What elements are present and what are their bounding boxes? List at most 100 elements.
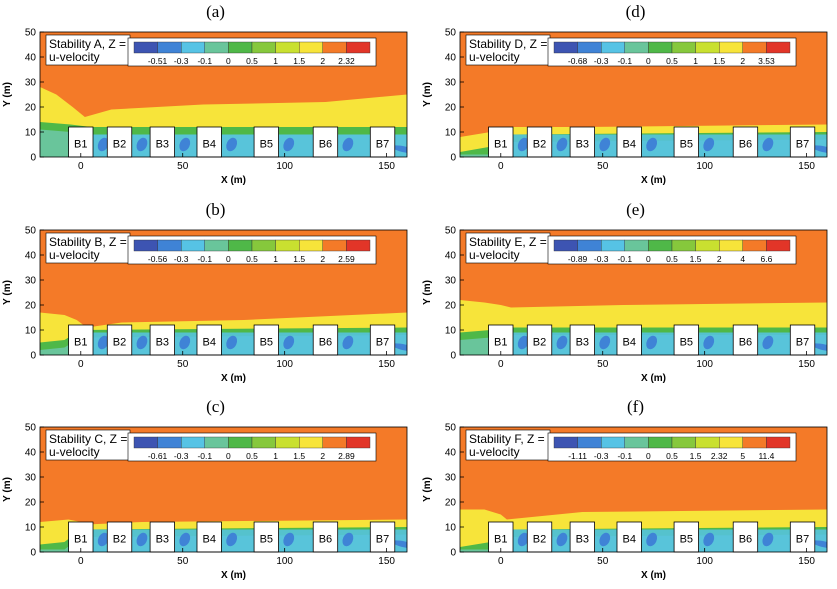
building-b4 bbox=[196, 126, 222, 158]
colorbar-swatch bbox=[251, 239, 276, 252]
recirculation-blob bbox=[97, 335, 109, 350]
recirculation-blob bbox=[391, 145, 407, 154]
x-tick-label: 100 bbox=[696, 161, 713, 172]
building-label: B2 bbox=[113, 533, 126, 545]
building-label: B6 bbox=[319, 138, 332, 150]
building-b6 bbox=[732, 324, 759, 356]
building-label: B7 bbox=[796, 533, 809, 545]
colorbar-swatch bbox=[204, 41, 229, 54]
variable-label: u-velocity bbox=[469, 248, 520, 262]
building-label: B3 bbox=[156, 138, 169, 150]
y-tick-label: 10 bbox=[25, 128, 37, 139]
colorbar-swatch bbox=[671, 41, 696, 54]
colorbar-swatch bbox=[600, 239, 625, 252]
x-tick-label: 100 bbox=[696, 556, 713, 567]
recirculation-blob bbox=[391, 540, 407, 549]
y-tick-label: 10 bbox=[25, 523, 37, 534]
building-label: B2 bbox=[113, 138, 126, 150]
building-b4 bbox=[616, 521, 642, 553]
building-b5 bbox=[673, 126, 699, 158]
building-b4 bbox=[616, 126, 642, 158]
colorbar-swatch bbox=[180, 436, 205, 449]
colorbar-label: 1.5 bbox=[293, 254, 305, 264]
colorbar-label: 0 bbox=[646, 56, 651, 66]
building-b5 bbox=[673, 521, 699, 553]
y-tick-label: 40 bbox=[25, 448, 37, 459]
variable-label: u-velocity bbox=[49, 50, 100, 64]
building-label: B1 bbox=[494, 138, 507, 150]
building-label: B3 bbox=[576, 533, 589, 545]
chart-title: Stability E, Z = 0 bbox=[469, 235, 557, 249]
colorbar-label: 6.6 bbox=[760, 254, 772, 264]
panel-c: (c) B1 B2 B3 B4 B5 B6 B7 0 10 20 30 40 50 0 50 100 150 X (… bbox=[0, 395, 418, 589]
x-tick-label: 0 bbox=[78, 556, 84, 567]
building-label: B4 bbox=[202, 138, 215, 150]
building-label: B5 bbox=[680, 138, 693, 150]
y-tick-label: 30 bbox=[25, 78, 37, 89]
colorbar-label: -0.3 bbox=[174, 451, 189, 461]
plot-frame bbox=[39, 31, 408, 158]
building-label: B3 bbox=[156, 336, 169, 348]
colorbar-swatch bbox=[742, 239, 767, 252]
colorbar-label: -0.61 bbox=[148, 451, 168, 461]
colorbar-label: -0.1 bbox=[197, 56, 212, 66]
colorbar-swatch bbox=[553, 239, 578, 252]
colorbar-swatch bbox=[695, 436, 720, 449]
recirculation-blob bbox=[703, 335, 715, 350]
y-tick-label: 10 bbox=[445, 128, 457, 139]
colorbar-swatch bbox=[204, 436, 229, 449]
colorbar-swatch bbox=[766, 41, 791, 54]
colorbar-label: -0.1 bbox=[617, 254, 632, 264]
building-b1 bbox=[488, 126, 514, 158]
y-tick-label: 40 bbox=[25, 251, 37, 262]
building-b5 bbox=[673, 324, 699, 356]
x-tick-label: 50 bbox=[177, 359, 189, 370]
building-label: B7 bbox=[376, 138, 389, 150]
colorbar-label: 5 bbox=[740, 451, 745, 461]
recirculation-blob bbox=[179, 335, 191, 350]
building-label: B3 bbox=[576, 336, 589, 348]
colorbar-label: 1 bbox=[273, 56, 278, 66]
y-tick-label: 40 bbox=[445, 53, 457, 64]
plot-frame bbox=[39, 229, 408, 356]
recirculation-blob bbox=[703, 532, 715, 547]
building-b7 bbox=[369, 521, 396, 553]
colorbar-label: 2 bbox=[717, 254, 722, 264]
colorbar-label: 0.5 bbox=[246, 254, 258, 264]
building-b1 bbox=[68, 324, 94, 356]
colorbar-label: 0.5 bbox=[246, 451, 258, 461]
building-b6 bbox=[312, 126, 339, 158]
colorbar-label: -1.11 bbox=[568, 451, 587, 461]
title-box bbox=[465, 34, 551, 66]
building-b2 bbox=[106, 521, 133, 553]
colorbar-label: -0.3 bbox=[174, 254, 189, 264]
variable-label: u-velocity bbox=[49, 248, 100, 262]
y-tick-label: 0 bbox=[450, 548, 456, 559]
building-label: B1 bbox=[74, 533, 87, 545]
building-b4 bbox=[616, 324, 642, 356]
building-label: B2 bbox=[113, 336, 126, 348]
building-b3 bbox=[569, 126, 595, 158]
colorbar-swatch bbox=[577, 239, 602, 252]
chart-title: Stability B, Z = 0 bbox=[49, 235, 137, 249]
recirculation-blob bbox=[599, 532, 611, 547]
y-tick-label: 20 bbox=[25, 498, 37, 509]
colorbar-swatch bbox=[695, 239, 720, 252]
building-label: B4 bbox=[202, 336, 215, 348]
recirculation-blob bbox=[283, 335, 295, 350]
y-tick-label: 20 bbox=[25, 301, 37, 312]
panel-label: (b) bbox=[206, 200, 226, 219]
colorbar-swatch bbox=[719, 41, 744, 54]
y-tick-label: 40 bbox=[445, 448, 457, 459]
recirculation-blob bbox=[599, 137, 611, 152]
colorbar-label: 1 bbox=[693, 56, 698, 66]
colorbar-label: 1.5 bbox=[293, 451, 305, 461]
building-b3 bbox=[569, 521, 595, 553]
y-axis-label: Y (m) bbox=[2, 477, 13, 502]
colorbar-swatch bbox=[742, 436, 767, 449]
title-box bbox=[465, 429, 551, 461]
x-tick-label: 50 bbox=[177, 556, 189, 567]
